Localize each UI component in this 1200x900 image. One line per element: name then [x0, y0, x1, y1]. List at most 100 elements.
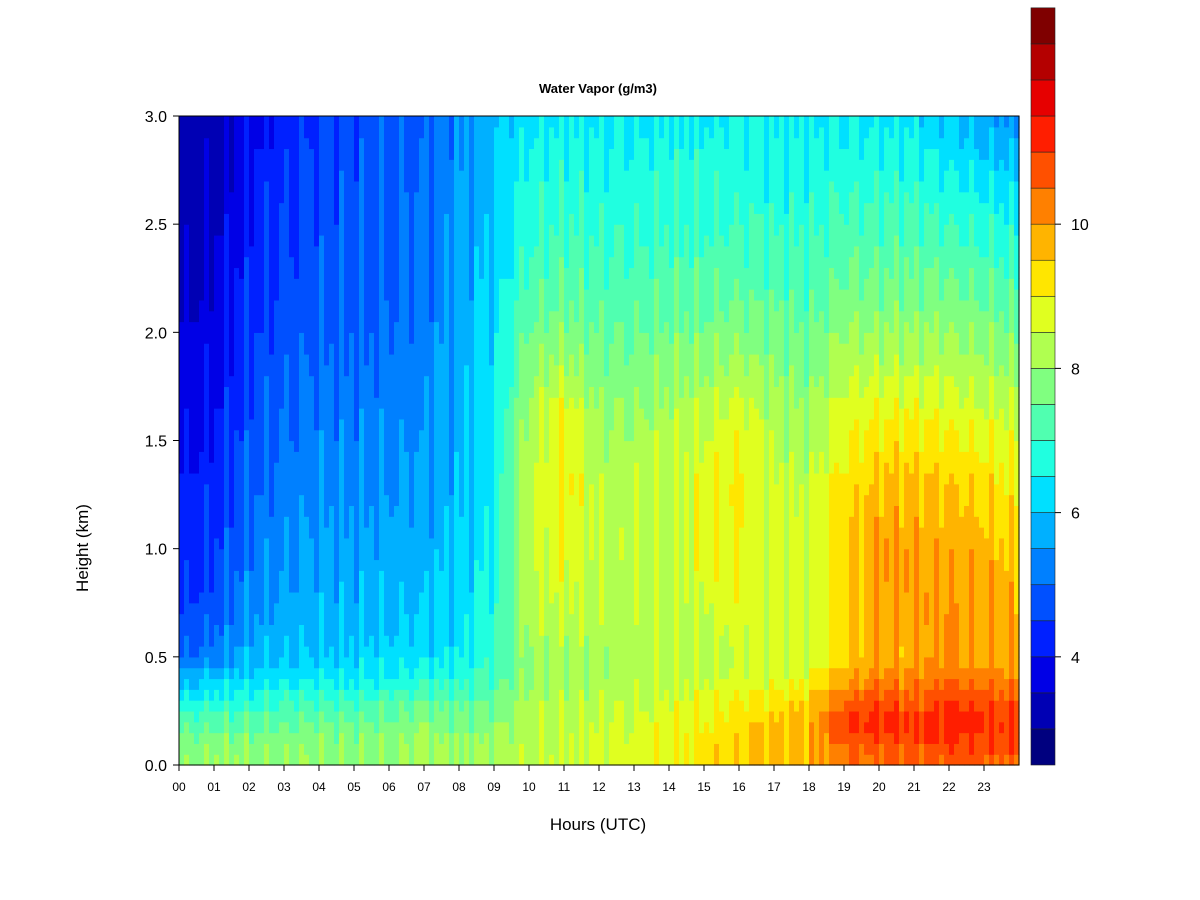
heatmap-cell: [239, 689, 245, 701]
heatmap-cell: [259, 202, 265, 214]
heatmap-cell: [339, 289, 345, 301]
heatmap-cell: [469, 364, 475, 377]
heatmap-cell: [409, 527, 415, 539]
heatmap-cell: [294, 472, 300, 485]
heatmap-cell: [194, 418, 200, 431]
heatmap-cell: [204, 321, 210, 333]
heatmap-cell: [184, 213, 190, 225]
heatmap-cell: [274, 667, 280, 680]
heatmap-cell: [419, 635, 425, 647]
heatmap-cell: [304, 678, 310, 690]
heatmap-cell: [204, 570, 210, 582]
heatmap-cell: [404, 234, 410, 247]
heatmap-cell: [419, 159, 425, 171]
heatmap-cell: [464, 256, 470, 269]
heatmap-cell: [354, 289, 360, 301]
heatmap-cell: [449, 743, 455, 755]
heatmap-cell: [429, 494, 435, 506]
heatmap-cell: [489, 213, 495, 225]
heatmap-cell: [264, 224, 270, 236]
heatmap-cell: [369, 267, 375, 279]
heatmap-cell: [514, 689, 520, 701]
heatmap-cell: [339, 321, 345, 333]
heatmap-cell: [474, 440, 480, 452]
heatmap-cell: [439, 483, 445, 496]
heatmap-cell: [239, 429, 245, 442]
heatmap-cell: [349, 602, 355, 615]
heatmap-cell: [464, 202, 470, 214]
heatmap-cell: [449, 332, 455, 344]
heatmap-cell: [259, 224, 265, 236]
heatmap-cell: [409, 278, 415, 290]
heatmap-cell: [449, 710, 455, 723]
heatmap-cell: [474, 224, 480, 236]
heatmap-cell: [269, 559, 275, 571]
heatmap-cell: [299, 126, 305, 139]
heatmap-cell: [409, 743, 415, 755]
heatmap-cell: [479, 234, 485, 247]
heatmap-cell: [479, 397, 485, 409]
heatmap-cell: [509, 440, 515, 452]
heatmap-cell: [439, 267, 445, 279]
heatmap-cell: [189, 537, 195, 550]
heatmap-cell: [234, 667, 240, 680]
heatmap-cell: [199, 721, 205, 734]
heatmap-cell: [379, 256, 385, 269]
heatmap-cell: [579, 721, 585, 734]
heatmap-cell: [359, 321, 365, 333]
heatmap-cell: [184, 537, 190, 550]
heatmap-cell: [569, 570, 575, 582]
heatmap-cell: [534, 440, 540, 452]
heatmap-cell: [319, 159, 325, 171]
heatmap-cell: [529, 667, 535, 680]
heatmap-cell: [369, 754, 375, 766]
heatmap-cell: [239, 397, 245, 409]
heatmap-cell: [479, 483, 485, 496]
heatmap-cell: [454, 418, 460, 431]
heatmap-cell: [444, 462, 450, 474]
heatmap-cell: [354, 137, 360, 150]
heatmap-cell: [434, 191, 440, 204]
heatmap-cell: [559, 710, 565, 723]
heatmap-cell: [294, 116, 300, 128]
heatmap-cell: [439, 667, 445, 680]
heatmap-cell: [569, 429, 575, 442]
heatmap-cell: [199, 364, 205, 377]
heatmap-cell: [199, 505, 205, 517]
heatmap-cell: [424, 299, 430, 312]
heatmap-cell: [284, 505, 290, 517]
heatmap-cell: [219, 267, 225, 279]
heatmap-cell: [179, 224, 185, 236]
heatmap-cell: [544, 678, 550, 690]
heatmap-cell: [589, 754, 595, 766]
heatmap-cell: [569, 710, 575, 723]
heatmap-cell: [279, 635, 285, 647]
heatmap-cell: [459, 364, 465, 377]
heatmap-cell: [284, 180, 290, 193]
heatmap-cell: [324, 289, 330, 301]
heatmap-cell: [309, 310, 315, 323]
heatmap-cell: [404, 213, 410, 225]
heatmap-cell: [574, 397, 580, 409]
heatmap-cell: [574, 180, 580, 193]
heatmap-cell: [409, 624, 415, 636]
heatmap-cell: [534, 559, 540, 571]
heatmap-cell: [524, 581, 530, 593]
heatmap-cell: [384, 180, 390, 193]
heatmap-cell: [399, 364, 405, 377]
heatmap-cell: [314, 635, 320, 647]
heatmap-cell: [234, 375, 240, 388]
heatmap-cell: [274, 613, 280, 625]
heatmap-cell: [409, 408, 415, 420]
heatmap-cell: [444, 267, 450, 279]
heatmap-cell: [589, 667, 595, 680]
heatmap-cell: [494, 483, 500, 496]
heatmap-cell: [469, 689, 475, 701]
heatmap-cell: [419, 418, 425, 431]
heatmap-cell: [209, 159, 215, 171]
heatmap-cell: [474, 353, 480, 366]
heatmap-cell: [579, 159, 585, 171]
heatmap-cell: [504, 678, 510, 690]
heatmap-cell: [234, 299, 240, 312]
heatmap-cell: [234, 310, 240, 323]
